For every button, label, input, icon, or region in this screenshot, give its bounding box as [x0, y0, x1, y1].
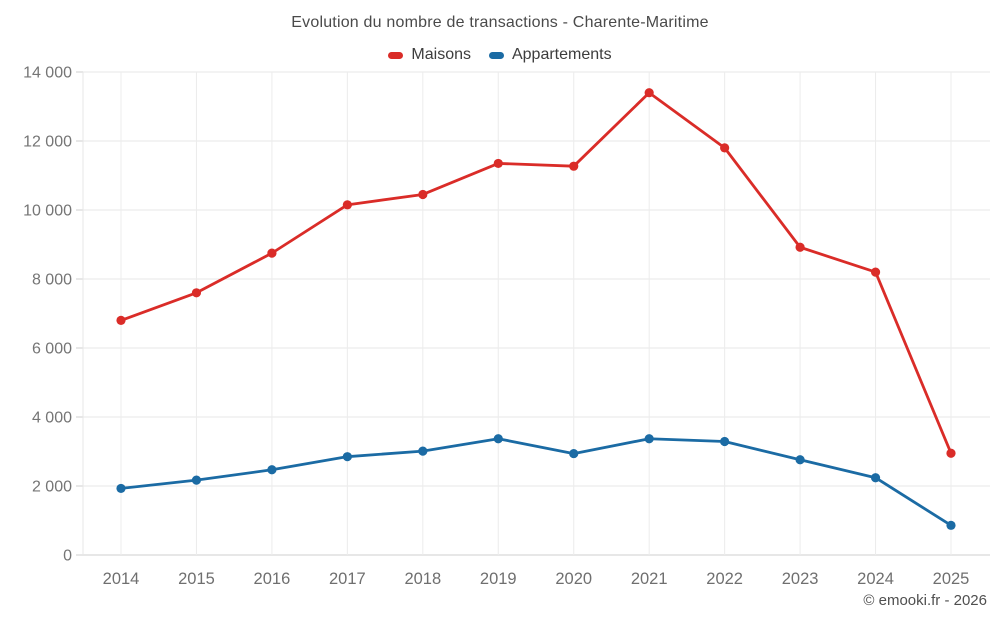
- data-point-maisons-2022[interactable]: [720, 143, 730, 153]
- data-point-maisons-2019[interactable]: [493, 158, 503, 169]
- x-tick-label: 2021: [631, 570, 668, 588]
- legend-item-appartements[interactable]: Appartements: [488, 46, 612, 64]
- data-point-appartements-2019[interactable]: [493, 434, 503, 444]
- x-tick-label: 2018: [404, 570, 441, 588]
- chart-legend: Maisons Appartements: [0, 45, 1000, 65]
- y-tick-label: 10 000: [23, 203, 72, 220]
- x-tick-label: 2015: [178, 570, 215, 588]
- data-point-maisons-2024[interactable]: [870, 267, 881, 277]
- y-tick-label: 8 000: [32, 272, 72, 289]
- data-point-appartements-2024[interactable]: [870, 473, 881, 483]
- series-line-maisons: [119, 91, 953, 455]
- y-tick-label: 4 000: [32, 410, 72, 427]
- legend-label-maisons: Maisons: [411, 46, 471, 63]
- x-tick-label: 2014: [103, 570, 140, 588]
- data-point-appartements-2021[interactable]: [644, 434, 654, 444]
- data-point-appartements-2025[interactable]: [946, 520, 956, 530]
- chart-title: Evolution du nombre de transactions - Ch…: [291, 14, 709, 31]
- x-tick-label: 2025: [933, 570, 970, 588]
- data-point-maisons-2020[interactable]: [569, 161, 579, 171]
- legend-item-maisons[interactable]: Maisons: [388, 46, 471, 64]
- data-point-appartements-2018[interactable]: [418, 446, 428, 456]
- y-tick-label: 6 000: [32, 341, 72, 358]
- x-tick-label: 2022: [706, 570, 743, 588]
- maisons-series-swatch: [388, 51, 404, 59]
- legend-label-appartements: Appartements: [511, 46, 612, 63]
- y-tick-label: 2 000: [32, 479, 72, 496]
- series-line-appartements: [119, 437, 953, 527]
- x-tick-label: 2023: [782, 570, 819, 588]
- data-point-appartements-2016[interactable]: [267, 465, 277, 475]
- data-point-maisons-2014[interactable]: [116, 315, 126, 325]
- x-tick-label: 2016: [254, 570, 291, 588]
- data-point-appartements-2015[interactable]: [191, 475, 202, 485]
- y-tick-label: 12 000: [23, 134, 72, 151]
- data-point-appartements-2020[interactable]: [569, 448, 579, 459]
- data-point-maisons-2015[interactable]: [191, 288, 202, 298]
- y-tick-label: 14 000: [23, 65, 72, 82]
- y-tick-label: 0: [63, 548, 72, 565]
- data-point-maisons-2021[interactable]: [644, 88, 654, 98]
- x-tick-label: 2017: [329, 570, 366, 588]
- credit-text: © emooki.fr - 2026: [863, 592, 987, 609]
- data-point-maisons-2025[interactable]: [946, 448, 956, 458]
- data-point-maisons-2017[interactable]: [342, 200, 352, 210]
- data-point-maisons-2018[interactable]: [418, 189, 428, 200]
- data-point-appartements-2023[interactable]: [795, 455, 805, 465]
- x-tick-label: 2024: [857, 570, 894, 588]
- data-point-maisons-2023[interactable]: [795, 242, 805, 252]
- data-point-maisons-2016[interactable]: [267, 248, 277, 258]
- data-point-appartements-2017[interactable]: [342, 452, 352, 462]
- x-tick-label: 2020: [555, 570, 592, 588]
- data-point-appartements-2014[interactable]: [116, 483, 126, 494]
- appartements-series-swatch: [488, 51, 504, 59]
- data-point-appartements-2022[interactable]: [720, 436, 730, 447]
- x-tick-label: 2019: [480, 570, 517, 588]
